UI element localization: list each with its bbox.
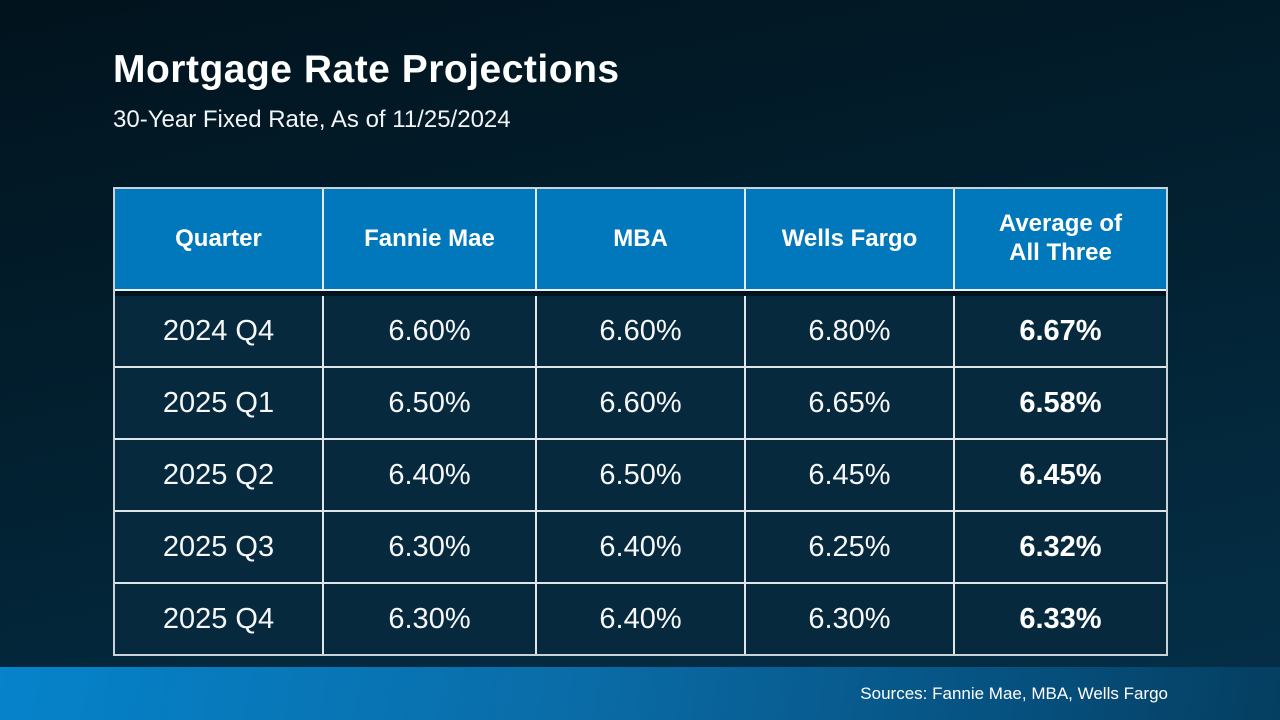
table-header-row: Quarter Fannie Mae MBA Wells Fargo Avera… bbox=[115, 189, 1166, 291]
column-header-wells-fargo: Wells Fargo bbox=[746, 189, 955, 289]
cell-mba: 6.40% bbox=[537, 584, 747, 654]
cell-average: 6.45% bbox=[954, 440, 1166, 510]
cell-average: 6.32% bbox=[954, 512, 1166, 582]
cell-mba: 6.60% bbox=[537, 368, 747, 438]
cell-mba: 6.40% bbox=[537, 512, 747, 582]
cell-quarter: 2025 Q1 bbox=[115, 368, 324, 438]
cell-fannie-mae: 6.30% bbox=[323, 584, 538, 654]
table-row: 2025 Q2 6.40% 6.50% 6.45% 6.45% bbox=[115, 440, 1166, 512]
cell-mba: 6.60% bbox=[537, 296, 747, 366]
cell-fannie-mae: 6.50% bbox=[323, 368, 538, 438]
cell-wells-fargo: 6.25% bbox=[746, 512, 955, 582]
cell-average: 6.33% bbox=[954, 584, 1166, 654]
table-row: 2024 Q4 6.60% 6.60% 6.80% 6.67% bbox=[115, 296, 1166, 368]
page-subtitle: 30-Year Fixed Rate, As of 11/25/2024 bbox=[113, 106, 511, 133]
cell-quarter: 2024 Q4 bbox=[115, 296, 324, 366]
cell-average: 6.58% bbox=[954, 368, 1166, 438]
table-row: 2025 Q4 6.30% 6.40% 6.30% 6.33% bbox=[115, 584, 1166, 654]
header-divider bbox=[115, 291, 1166, 296]
sources-text: Sources: Fannie Mae, MBA, Wells Fargo bbox=[860, 683, 1168, 703]
cell-fannie-mae: 6.60% bbox=[323, 296, 538, 366]
table-row: 2025 Q1 6.50% 6.60% 6.65% 6.58% bbox=[115, 368, 1166, 440]
cell-quarter: 2025 Q4 bbox=[115, 584, 324, 654]
cell-wells-fargo: 6.80% bbox=[746, 296, 955, 366]
cell-quarter: 2025 Q3 bbox=[115, 512, 324, 582]
cell-quarter: 2025 Q2 bbox=[115, 440, 324, 510]
cell-fannie-mae: 6.30% bbox=[323, 512, 538, 582]
cell-average: 6.67% bbox=[954, 296, 1166, 366]
mortgage-rate-table: Quarter Fannie Mae MBA Wells Fargo Avera… bbox=[113, 187, 1168, 656]
cell-mba: 6.50% bbox=[537, 440, 747, 510]
page-title: Mortgage Rate Projections bbox=[113, 48, 620, 91]
footer-bar: Sources: Fannie Mae, MBA, Wells Fargo bbox=[0, 667, 1280, 720]
column-header-fannie-mae: Fannie Mae bbox=[324, 189, 538, 289]
cell-fannie-mae: 6.40% bbox=[323, 440, 538, 510]
column-header-average: Average of All Three bbox=[998, 210, 1123, 266]
column-header-mba: MBA bbox=[537, 189, 747, 289]
cell-wells-fargo: 6.45% bbox=[746, 440, 955, 510]
cell-wells-fargo: 6.30% bbox=[746, 584, 955, 654]
column-header-quarter: Quarter bbox=[115, 189, 324, 289]
table-row: 2025 Q3 6.30% 6.40% 6.25% 6.32% bbox=[115, 512, 1166, 584]
cell-wells-fargo: 6.65% bbox=[746, 368, 955, 438]
